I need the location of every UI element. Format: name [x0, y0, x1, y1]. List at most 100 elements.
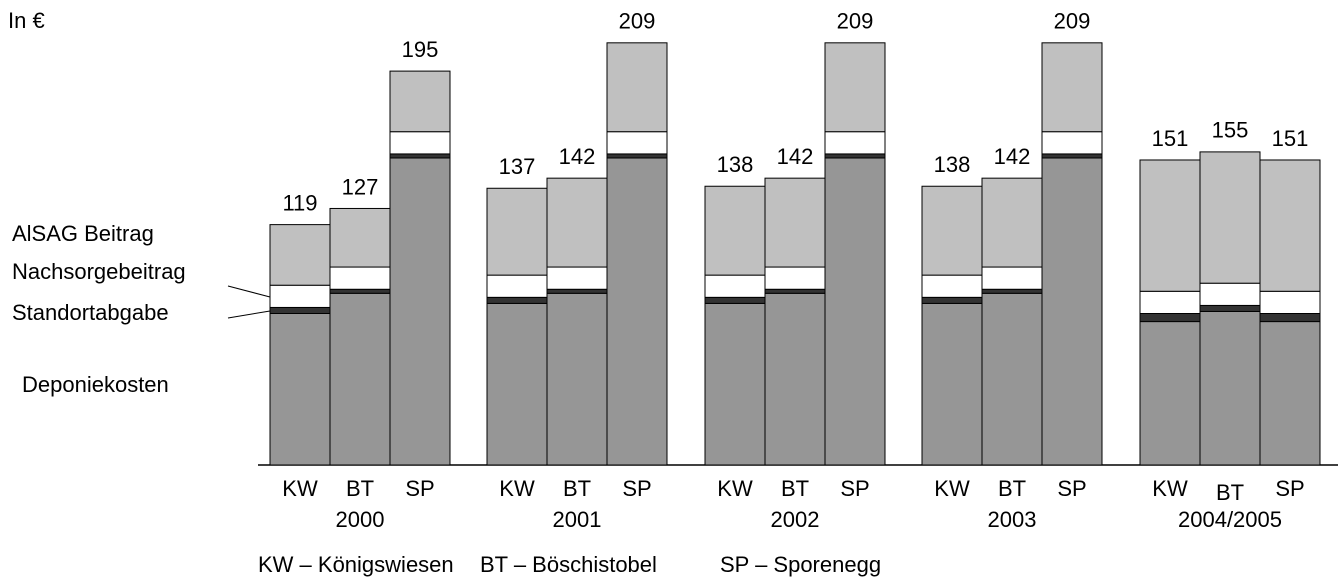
total-label: 151 — [1272, 126, 1309, 151]
x-tick-label: KW — [282, 476, 318, 501]
bar-segment — [1259, 290, 1321, 314]
bar-segment — [1199, 282, 1261, 306]
footnote: SP – Sporenegg — [720, 552, 881, 577]
bar-segment — [1041, 153, 1103, 159]
bar-segment — [389, 70, 451, 133]
bar-segment — [1259, 321, 1321, 466]
x-tick-label: SP — [1275, 476, 1304, 501]
bar-segment — [329, 288, 391, 294]
legend-label: Standortabgabe — [12, 300, 169, 325]
bar-segment — [921, 296, 983, 304]
bar-segment — [269, 284, 331, 308]
total-label: 195 — [402, 37, 439, 62]
x-tick-label: SP — [622, 476, 651, 501]
leader-line — [227, 310, 271, 319]
bar-segment — [1199, 310, 1261, 466]
total-label: 155 — [1212, 118, 1249, 143]
bar-segment — [486, 296, 548, 304]
bar-segment — [606, 157, 668, 466]
bar-segment — [921, 185, 983, 276]
bar-segment — [764, 177, 826, 268]
bar-segment — [981, 288, 1043, 294]
bar-segment — [1139, 290, 1201, 314]
bar-segment — [824, 153, 886, 159]
bar-segment — [704, 296, 766, 304]
total-label: 137 — [499, 154, 536, 179]
total-label: 209 — [837, 9, 874, 34]
bar-segment — [764, 266, 826, 290]
bar-segment — [921, 302, 983, 466]
bar-segment — [1199, 304, 1261, 312]
legend-label: Deponiekosten — [22, 372, 169, 397]
bar-segment — [329, 292, 391, 466]
bar-segment — [981, 266, 1043, 290]
footnote: KW – Königswiesen — [258, 552, 454, 577]
group-label: 2001 — [553, 507, 602, 532]
bar-segment — [824, 131, 886, 155]
bar-segment — [269, 306, 331, 315]
bar-segment — [546, 292, 608, 466]
bar-segment — [269, 313, 331, 466]
bar-segment — [486, 187, 548, 276]
bar-segment — [269, 224, 331, 286]
total-label: 142 — [559, 144, 596, 169]
bar-segment — [546, 177, 608, 268]
bar-segment — [1199, 151, 1261, 284]
group-label: 2000 — [336, 507, 385, 532]
bar-segment — [389, 131, 451, 155]
unit-label: In € — [8, 8, 45, 33]
x-tick-label: SP — [840, 476, 869, 501]
total-label: 127 — [342, 174, 379, 199]
bar-segment — [1041, 42, 1103, 133]
bar-segment — [1041, 131, 1103, 155]
total-label: 209 — [1054, 9, 1091, 34]
bar-segment — [1259, 159, 1321, 292]
x-tick-label: SP — [1057, 476, 1086, 501]
bar-segment — [704, 302, 766, 466]
x-tick-label: SP — [405, 476, 434, 501]
group-label: 2003 — [988, 507, 1037, 532]
bar-segment — [824, 157, 886, 466]
total-label: 209 — [619, 9, 656, 34]
bar-segment — [1139, 159, 1201, 292]
bar-segment — [546, 266, 608, 290]
total-label: 142 — [994, 144, 1031, 169]
group-label: 2004/2005 — [1178, 507, 1282, 532]
bar-segment — [764, 292, 826, 466]
total-label: 138 — [934, 152, 971, 177]
leader-line — [227, 285, 271, 298]
x-tick-label: KW — [934, 476, 970, 501]
bar-segment — [389, 153, 451, 159]
x-tick-label: BT — [781, 476, 809, 501]
bar-segment — [546, 288, 608, 294]
bar-segment — [981, 177, 1043, 268]
bar-segment — [764, 288, 826, 294]
x-tick-label: KW — [1152, 476, 1188, 501]
bar-segment — [1139, 321, 1201, 466]
legend-label: Nachsorgebeitrag — [12, 259, 186, 284]
legend-label: AlSAG Beitrag — [12, 221, 154, 246]
total-label: 151 — [1152, 126, 1189, 151]
bar-segment — [486, 302, 548, 466]
bar-segment — [704, 274, 766, 298]
bar-segment — [824, 42, 886, 133]
bar-segment — [921, 274, 983, 298]
bar-segment — [1139, 313, 1201, 323]
x-tick-label: KW — [499, 476, 535, 501]
bar-segment — [1259, 313, 1321, 323]
total-label: 142 — [777, 144, 814, 169]
x-tick-label: BT — [1216, 480, 1244, 505]
x-tick-label: KW — [717, 476, 753, 501]
bar-segment — [606, 153, 668, 159]
bar-segment — [329, 266, 391, 290]
total-label: 138 — [717, 152, 754, 177]
x-tick-label: BT — [563, 476, 591, 501]
bar-segment — [486, 274, 548, 298]
bar-segment — [329, 207, 391, 268]
x-tick-label: BT — [346, 476, 374, 501]
bar-segment — [606, 131, 668, 155]
group-label: 2002 — [771, 507, 820, 532]
total-label: 119 — [282, 190, 317, 215]
bar-segment — [1041, 157, 1103, 466]
